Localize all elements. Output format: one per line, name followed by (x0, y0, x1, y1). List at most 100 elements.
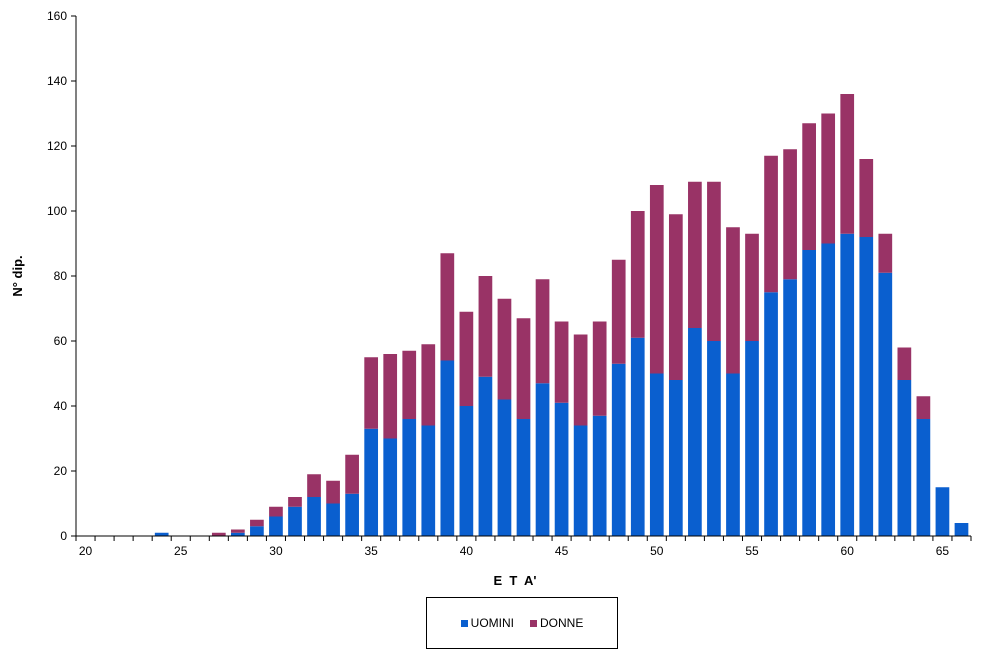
y-tick-label: 100 (47, 204, 67, 218)
x-tick-label: 40 (460, 544, 474, 558)
bar-uomini-30 (269, 516, 283, 536)
bar-uomini-59 (821, 243, 836, 536)
x-tick-label: 60 (841, 544, 855, 558)
x-tick-label: 20 (79, 544, 93, 558)
bars-group (154, 94, 969, 536)
legend-label-donne: DONNE (540, 616, 584, 630)
y-tick-label: 20 (54, 464, 68, 478)
legend-swatch-uomini (460, 619, 468, 627)
bar-uomini-31 (288, 506, 302, 536)
bar-donne-40 (459, 311, 474, 406)
bar-uomini-37 (402, 419, 417, 536)
bar-uomini-43 (516, 419, 531, 536)
bar-donne-42 (497, 298, 512, 400)
y-tick-label: 120 (47, 139, 67, 153)
y-tick-label: 140 (47, 74, 67, 88)
bar-donne-28 (231, 529, 245, 533)
bar-donne-59 (821, 113, 836, 244)
legend-item-donne: DONNE (530, 616, 583, 630)
bar-donne-34 (345, 454, 359, 494)
bar-donne-63 (897, 347, 912, 380)
bar-uomini-39 (440, 360, 455, 536)
bar-donne-36 (383, 354, 398, 439)
y-tick-label: 40 (54, 399, 68, 413)
bar-donne-32 (307, 474, 321, 497)
bar-donne-31 (288, 497, 302, 507)
bar-donne-41 (478, 276, 493, 377)
bar-donne-51 (668, 214, 683, 380)
bar-uomini-49 (630, 337, 645, 536)
bar-uomini-64 (916, 419, 931, 536)
bar-donne-56 (764, 155, 778, 293)
legend-item-uomini: UOMINI (460, 616, 514, 630)
bar-donne-50 (649, 185, 664, 374)
bar-uomini-65 (935, 487, 950, 536)
bar-donne-37 (402, 350, 417, 419)
bar-donne-60 (840, 94, 855, 234)
bar-uomini-53 (707, 341, 721, 536)
x-tick-label: 45 (555, 544, 569, 558)
bar-uomini-51 (668, 380, 683, 536)
bar-uomini-55 (745, 341, 759, 536)
bar-uomini-42 (497, 399, 512, 536)
bar-donne-64 (916, 396, 931, 419)
bar-uomini-29 (250, 526, 264, 536)
x-tick-label: 55 (745, 544, 759, 558)
bar-uomini-66 (954, 523, 969, 536)
bar-donne-52 (688, 181, 702, 328)
bar-donne-30 (269, 506, 283, 517)
bar-uomini-40 (459, 406, 474, 536)
bar-uomini-45 (554, 402, 569, 536)
bar-uomini-28 (231, 532, 245, 536)
bar-donne-57 (783, 149, 797, 280)
x-tick-label: 35 (364, 544, 378, 558)
bar-uomini-35 (364, 428, 379, 536)
y-axis-title: N° dip. (10, 255, 25, 296)
legend: UOMINI DONNE (426, 597, 618, 649)
bar-donne-39 (440, 253, 455, 361)
bar-donne-44 (535, 279, 550, 384)
bar-donne-43 (516, 318, 531, 419)
bar-donne-35 (364, 357, 379, 429)
y-axis: 0 20 40 60 80 100 120 140 160 (47, 9, 77, 543)
bar-donne-33 (326, 480, 340, 504)
x-tick-label: 50 (650, 544, 664, 558)
bar-donne-58 (802, 123, 816, 250)
bar-uomini-54 (726, 373, 740, 536)
y-tick-label: 160 (47, 9, 67, 23)
y-tick-label: 80 (54, 269, 68, 283)
bar-donne-29 (250, 519, 264, 527)
bar-uomini-36 (383, 438, 398, 536)
bar-uomini-58 (802, 250, 816, 536)
x-tick-label: 30 (269, 544, 283, 558)
bar-uomini-60 (840, 233, 855, 536)
bar-uomini-46 (573, 425, 588, 536)
bar-uomini-52 (688, 328, 702, 536)
bar-donne-48 (611, 259, 626, 364)
bar-uomini-34 (345, 493, 359, 536)
bar-uomini-41 (478, 376, 493, 536)
bar-uomini-32 (307, 497, 321, 536)
bar-donne-61 (859, 159, 874, 237)
y-tick-label: 60 (54, 334, 68, 348)
legend-label-uomini: UOMINI (470, 616, 514, 630)
bar-donne-27 (211, 532, 226, 536)
bar-uomini-50 (649, 373, 664, 536)
bar-uomini-63 (897, 380, 912, 536)
bar-uomini-57 (783, 279, 797, 536)
bar-uomini-33 (326, 503, 340, 536)
bar-donne-62 (878, 233, 893, 273)
x-axis-title: E T A' (493, 573, 536, 588)
x-tick-label: 65 (936, 544, 950, 558)
bar-uomini-62 (878, 272, 893, 536)
bar-uomini-48 (611, 363, 626, 536)
bar-uomini-61 (859, 237, 874, 536)
bar-uomini-38 (421, 425, 436, 536)
bar-uomini-44 (535, 383, 550, 536)
bar-donne-47 (592, 321, 607, 416)
y-tick-label: 0 (60, 529, 67, 543)
bar-donne-49 (630, 211, 645, 338)
bar-uomini-24 (154, 532, 169, 536)
bar-uomini-56 (764, 292, 778, 536)
